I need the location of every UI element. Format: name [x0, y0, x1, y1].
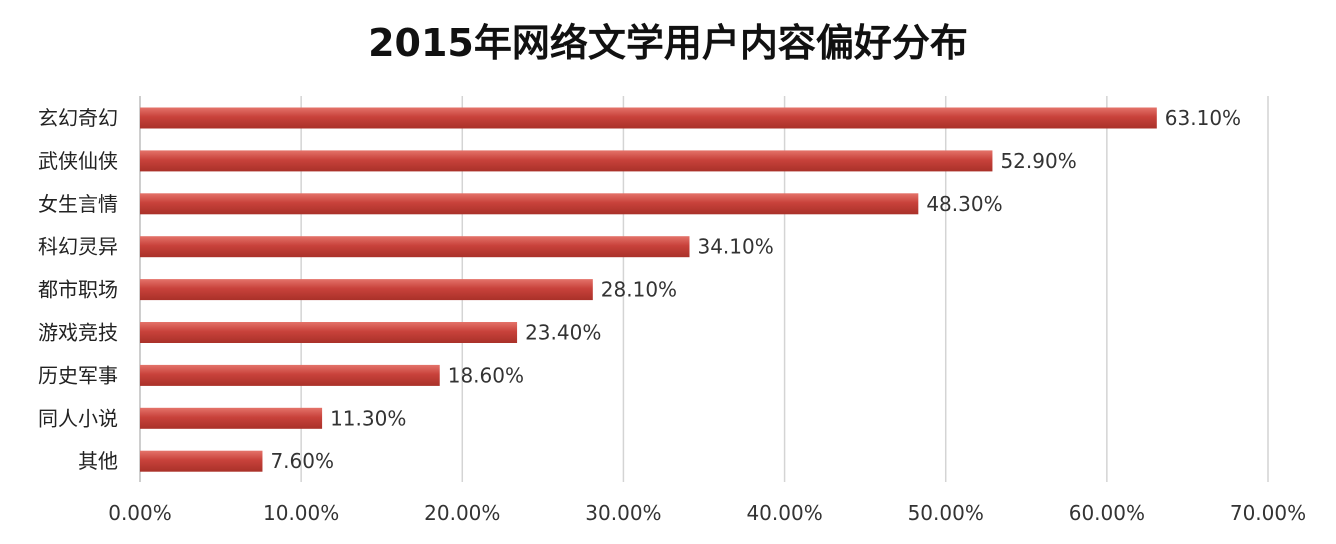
x-tick-label: 50.00% — [908, 501, 984, 525]
x-tick-label: 20.00% — [424, 501, 500, 525]
bar — [140, 364, 440, 386]
category-label: 科幻灵异 — [38, 235, 118, 259]
x-axis-ticks: 0.00% 10.00% 20.00% 30.00% 40.00% 50.00% 60.00… — [108, 501, 1306, 525]
x-tick-label: 70.00% — [1230, 501, 1306, 525]
x-tick-label: 10.00% — [263, 501, 339, 525]
chart-title: 2015年网络文学用户内容偏好分布 — [368, 21, 968, 65]
x-tick-label: 0.00% — [108, 501, 172, 525]
category-label: 都市职场 — [38, 278, 118, 302]
data-label: 34.10% — [697, 235, 773, 259]
data-label: 18.60% — [448, 363, 524, 387]
bar — [140, 407, 323, 429]
data-label: 48.30% — [926, 192, 1002, 216]
bar — [140, 236, 690, 258]
category-label: 游戏竞技 — [38, 321, 118, 345]
x-tick-label: 60.00% — [1069, 501, 1145, 525]
category-label: 玄幻奇幻 — [38, 106, 118, 130]
category-label: 其他 — [78, 449, 118, 473]
data-label: 63.10% — [1165, 106, 1241, 130]
data-label: 28.10% — [601, 278, 677, 302]
data-label: 7.60% — [270, 449, 334, 473]
bar — [140, 107, 1157, 129]
bar — [140, 279, 593, 301]
category-label: 同人小说 — [38, 406, 118, 430]
x-tick-label: 30.00% — [585, 501, 661, 525]
category-label: 女生言情 — [38, 192, 118, 216]
bar — [140, 193, 919, 215]
bar — [140, 150, 993, 172]
x-tick-label: 40.00% — [746, 501, 822, 525]
data-label: 11.30% — [330, 406, 406, 430]
bar — [140, 450, 263, 472]
category-label: 武侠仙侠 — [38, 149, 118, 173]
data-label: 52.90% — [1000, 149, 1076, 173]
bar — [140, 322, 518, 343]
bars: 63.10% 52.90% 48.30% 34.10% 28.10%23.40%18.6… — [140, 106, 1241, 473]
data-label: 23.40% — [525, 321, 601, 345]
category-label: 历史军事 — [38, 363, 118, 387]
